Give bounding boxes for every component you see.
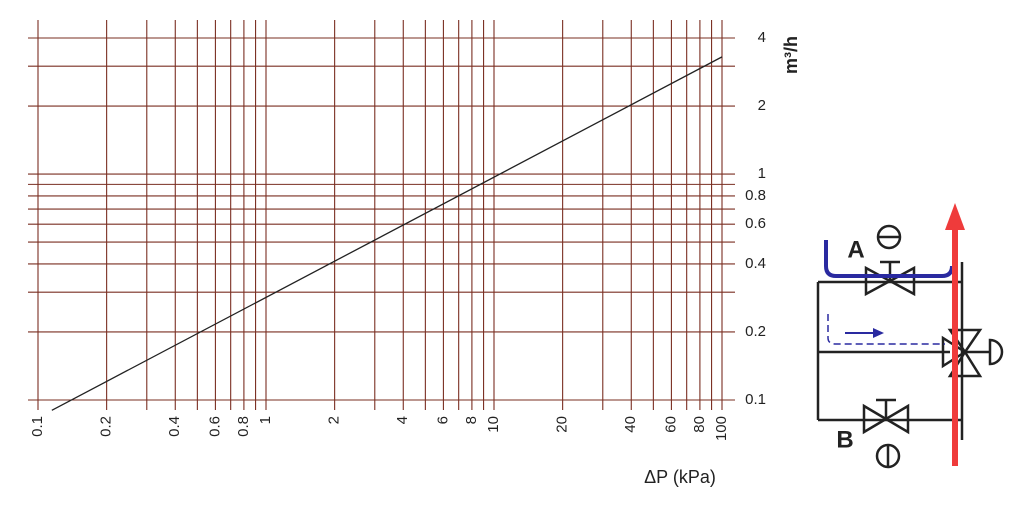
x-tick-label: 1 [257, 416, 274, 424]
x-tick-label: 8 [463, 416, 480, 424]
x-tick-label: 20 [554, 416, 571, 433]
x-tick-label: 60 [662, 416, 679, 433]
x-tick-label: 80 [691, 416, 708, 433]
x-tick-label: 0.8 [235, 416, 252, 437]
circuit-diagram [816, 203, 1004, 469]
x-tick-label: 100 [713, 416, 730, 441]
x-tick-label: 0.6 [206, 416, 223, 437]
y-tick-label: 0.1 [745, 391, 766, 408]
y-tick-label: 4 [758, 29, 766, 46]
y-tick-label: 0.2 [745, 323, 766, 340]
label-a: A [847, 236, 864, 263]
x-tick-label: 10 [485, 416, 502, 433]
x-tick-label: 0.4 [166, 416, 183, 437]
y-tick-label: 0.4 [745, 255, 766, 272]
y-tick-label: 0.6 [745, 215, 766, 232]
data-line [51, 56, 723, 411]
x-tick-label: 0.1 [29, 416, 46, 437]
x-tick-label: 2 [326, 416, 343, 424]
x-tick-label: 4 [394, 416, 411, 424]
y-tick-label: 0.8 [745, 187, 766, 204]
x-tick-label: 40 [622, 416, 639, 433]
x-tick-label: 6 [434, 416, 451, 424]
y-axis-label: m³/h [781, 36, 801, 74]
y-tick-label: 2 [758, 97, 766, 114]
label-b: B [836, 426, 853, 453]
x-tick-label: 0.2 [98, 416, 115, 437]
y-tick-label: 1 [758, 165, 766, 182]
x-axis-label: ΔP (kPa) [644, 467, 716, 487]
